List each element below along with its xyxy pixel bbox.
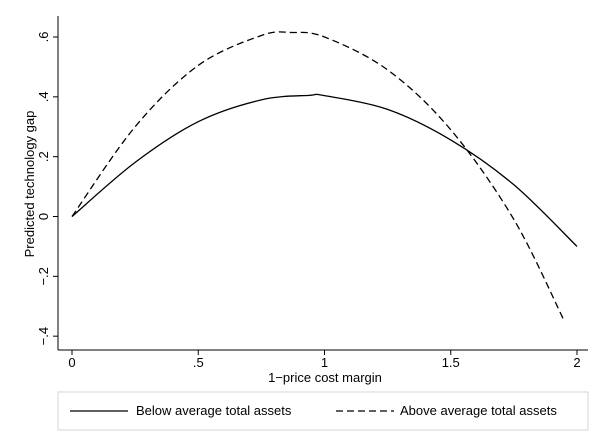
legend-label-below: Below average total assets xyxy=(136,403,292,418)
series-layer xyxy=(71,31,578,322)
y-tick-label: −.2 xyxy=(36,267,51,285)
y-axis-title: Predicted technology gap xyxy=(22,111,37,258)
y-tick-label: .6 xyxy=(36,32,51,43)
x-tick-label: 2 xyxy=(573,355,580,370)
x-tick-label: 1 xyxy=(321,355,328,370)
y-tick-label: 0 xyxy=(36,213,51,220)
x-axis-title: 1−price cost margin xyxy=(268,370,382,385)
x-tick-label: 0 xyxy=(68,355,75,370)
series-line-below-average xyxy=(71,93,578,247)
legend-box xyxy=(57,391,589,431)
legend: Below average total assets Above average… xyxy=(57,391,589,431)
x-ticks: 0 .5 1 1.5 2 xyxy=(68,350,581,370)
plot-region xyxy=(58,16,588,350)
y-tick-label: .2 xyxy=(36,151,51,162)
series-line-above-average xyxy=(71,31,565,322)
x-tick-label: .5 xyxy=(193,355,204,370)
y-ticks: −.4 −.2 0 .2 .4 .6 xyxy=(36,32,58,345)
y-tick-label: .4 xyxy=(36,91,51,102)
legend-label-above: Above average total assets xyxy=(400,403,557,418)
x-tick-label: 1.5 xyxy=(442,355,460,370)
y-tick-label: −.4 xyxy=(36,327,51,345)
